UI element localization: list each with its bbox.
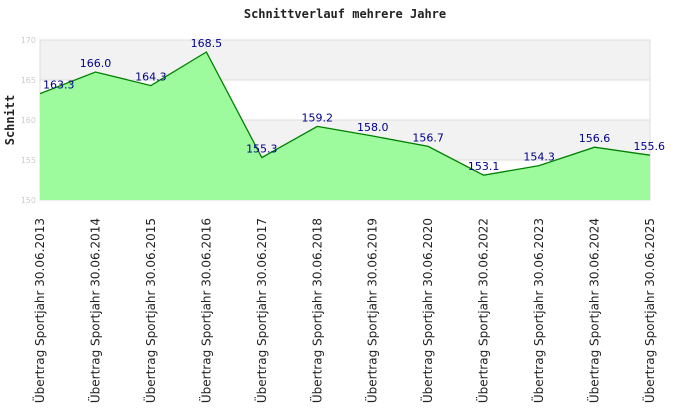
data-label: 155.3 — [246, 143, 278, 156]
x-tick-label: Übertrag Sportjahr 30.06.2014 — [86, 218, 102, 403]
y-tick-label: 160 — [21, 116, 36, 125]
data-label: 168.5 — [191, 37, 223, 50]
grid-band — [40, 40, 650, 80]
area-fill — [40, 52, 650, 200]
y-tick-label: 165 — [21, 76, 36, 85]
data-label: 155.6 — [634, 140, 666, 153]
x-tick-label: Übertrag Sportjahr 30.06.2025 — [641, 218, 657, 403]
x-tick-label: Übertrag Sportjahr 30.06.2020 — [419, 218, 435, 403]
data-label: 156.6 — [579, 132, 611, 145]
data-label: 163.3 — [43, 79, 75, 92]
y-tick-label: 150 — [21, 196, 36, 205]
x-tick-label: Übertrag Sportjahr 30.06.2016 — [197, 218, 213, 403]
x-tick-label: Übertrag Sportjahr 30.06.2023 — [530, 218, 546, 403]
x-tick-label: Übertrag Sportjahr 30.06.2022 — [475, 218, 491, 403]
data-label: 164.3 — [135, 71, 167, 84]
x-tick-label: Übertrag Sportjahr 30.06.2017 — [253, 218, 269, 403]
data-label: 153.1 — [468, 160, 500, 173]
series-line — [39, 51, 651, 176]
x-tick-label: Übertrag Sportjahr 30.06.2015 — [142, 218, 158, 403]
x-tick-label: Übertrag Sportjahr 30.06.2024 — [586, 218, 602, 403]
y-tick-label: 155 — [21, 156, 36, 165]
y-axis-label: Schnitt — [3, 95, 17, 146]
x-tick-label: Übertrag Sportjahr 30.06.2018 — [308, 218, 324, 403]
x-tick-label: Übertrag Sportjahr 30.06.2013 — [31, 218, 47, 403]
data-label: 158.0 — [357, 121, 389, 134]
data-label: 166.0 — [80, 57, 112, 70]
chart-title: Schnittverlauf mehrere Jahre — [244, 7, 446, 21]
data-label: 159.2 — [302, 111, 334, 124]
data-label: 156.7 — [412, 131, 444, 144]
x-tick-label: Übertrag Sportjahr 30.06.2019 — [364, 218, 380, 403]
y-tick-label: 170 — [21, 36, 36, 45]
data-label: 154.3 — [523, 151, 555, 164]
